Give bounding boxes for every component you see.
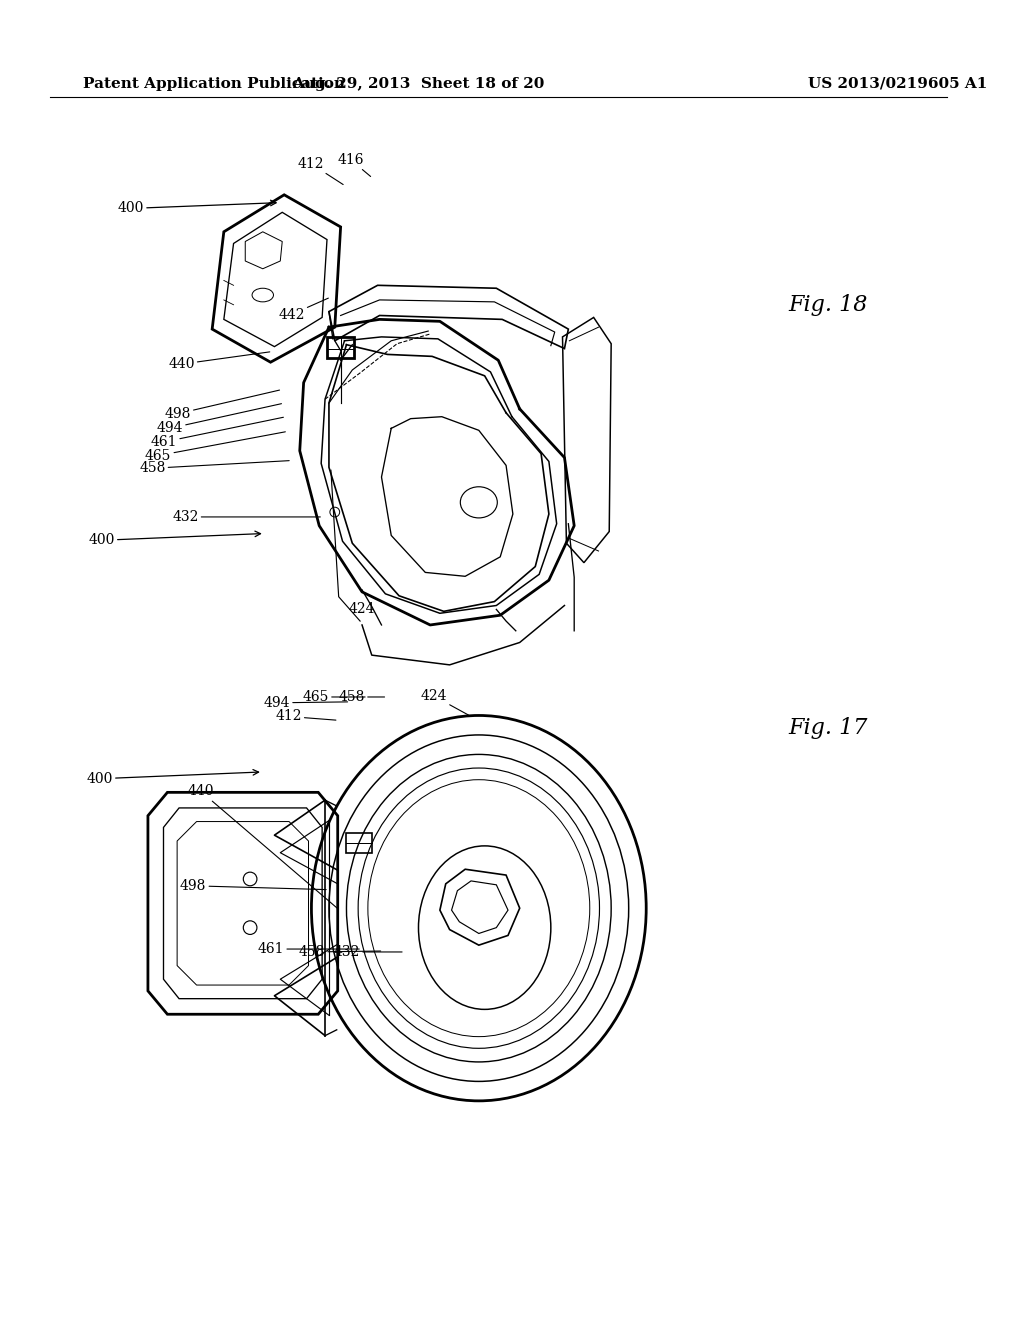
Text: 458: 458 <box>299 945 381 958</box>
Bar <box>327 337 354 358</box>
Text: 400: 400 <box>118 201 276 215</box>
Text: 498: 498 <box>180 879 327 892</box>
Text: 412: 412 <box>298 157 343 185</box>
Text: Fig. 17: Fig. 17 <box>788 717 867 739</box>
Text: 458: 458 <box>139 461 289 475</box>
Text: 424: 424 <box>421 689 469 715</box>
Text: 442: 442 <box>279 298 329 322</box>
Text: 498: 498 <box>165 391 280 421</box>
Text: 400: 400 <box>86 770 259 785</box>
Text: 412: 412 <box>275 709 336 723</box>
Text: 440: 440 <box>187 784 339 909</box>
Text: 432: 432 <box>334 945 402 958</box>
Text: 465: 465 <box>145 432 286 462</box>
Text: 465: 465 <box>302 690 366 704</box>
Text: Aug. 29, 2013  Sheet 18 of 20: Aug. 29, 2013 Sheet 18 of 20 <box>292 77 545 91</box>
Text: US 2013/0219605 A1: US 2013/0219605 A1 <box>808 77 987 91</box>
Text: 461: 461 <box>258 942 359 956</box>
Text: Fig. 18: Fig. 18 <box>788 294 867 315</box>
Text: 440: 440 <box>168 352 269 371</box>
Text: Patent Application Publication: Patent Application Publication <box>83 77 345 91</box>
Text: 432: 432 <box>172 510 321 524</box>
Text: 400: 400 <box>88 531 260 548</box>
Text: 494: 494 <box>263 696 347 710</box>
Text: 416: 416 <box>338 153 371 177</box>
Text: 461: 461 <box>151 417 284 449</box>
Text: 458: 458 <box>339 690 385 704</box>
Text: 424: 424 <box>348 602 375 616</box>
Text: 494: 494 <box>157 404 282 436</box>
